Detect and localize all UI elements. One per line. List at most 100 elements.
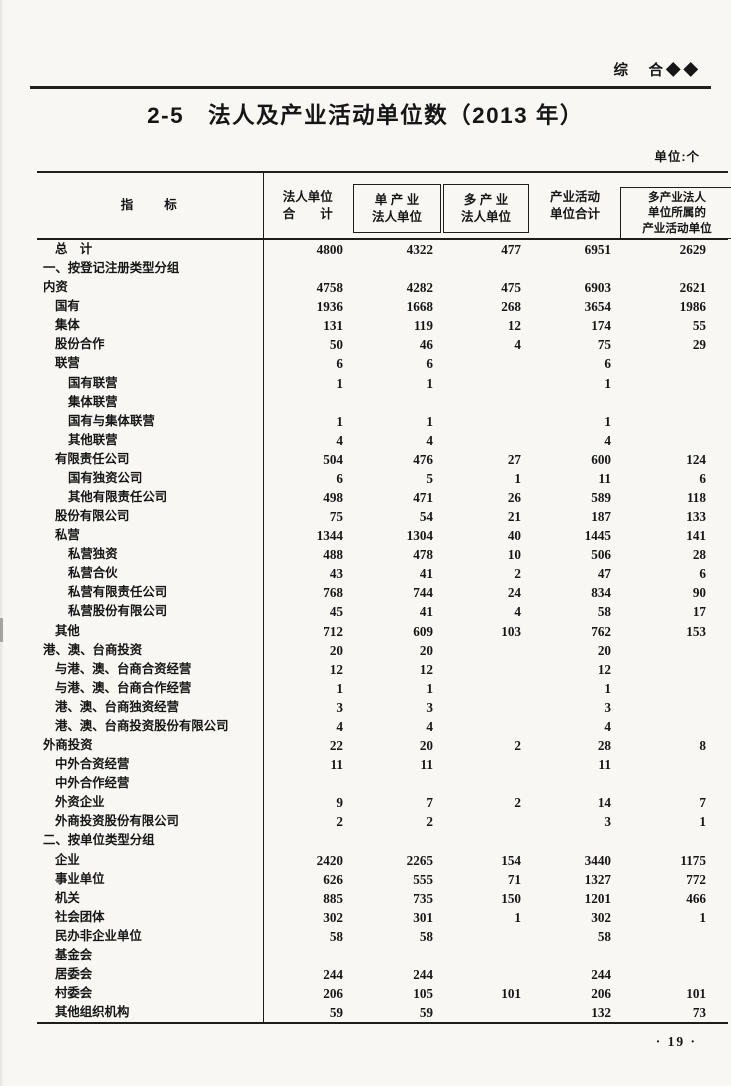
- cell-value: [442, 812, 530, 831]
- cell-value: 4: [426, 718, 433, 734]
- cell-value: [442, 393, 530, 412]
- cell-value: 40: [507, 528, 521, 544]
- table-row: 国有联营 1 1 1: [37, 373, 728, 393]
- cell-value: 885: [323, 890, 343, 906]
- cell-value: [442, 259, 530, 278]
- cell-value: 488: [323, 547, 343, 563]
- row-label: 国有联营: [37, 373, 264, 393]
- cell-value: 12: [419, 661, 433, 677]
- cell-value: 4282: [406, 280, 433, 296]
- cell-value: [442, 412, 530, 431]
- cell-value: 124: [686, 451, 706, 467]
- cell-value: 2: [514, 795, 521, 811]
- cell-value: 132: [530, 1003, 620, 1025]
- row-label: 其他组织机构: [37, 1003, 264, 1025]
- row-label: 民办非企业单位: [37, 926, 264, 946]
- cell-value: 475: [501, 280, 521, 296]
- row-label: 其他联营: [37, 430, 264, 450]
- row-label: 一、按登记注册类型分组: [37, 259, 264, 279]
- table-row: 其他组织机构 59 59 132 73: [37, 1003, 728, 1025]
- cell-value: 1: [426, 413, 433, 429]
- row-label: 中外合作经营: [37, 774, 264, 794]
- row-label: 事业单位: [37, 869, 264, 889]
- cell-value: [620, 354, 728, 373]
- cell-value: [620, 660, 728, 679]
- cell-value: 1304: [406, 528, 433, 544]
- row-label: 港、澳、台商独资经营: [37, 697, 264, 717]
- cell-value: 476: [413, 451, 433, 467]
- cell-value: 2: [336, 814, 343, 830]
- cell-value: 4: [604, 718, 611, 734]
- header-box: 多 产 业 法人单位: [443, 184, 529, 233]
- cell-value: [263, 831, 352, 850]
- cell-value: 244: [323, 966, 343, 982]
- cell-value: 174: [591, 318, 611, 334]
- table-row: 一、按登记注册类型分组: [37, 259, 728, 279]
- cell-value: 12: [507, 318, 521, 334]
- cell-value: 302: [323, 909, 343, 925]
- table-row: 港、澳、台商独资经营 3 3 3: [37, 697, 728, 717]
- row-label: 二、按单位类型分组: [37, 831, 264, 851]
- row-label: 私营: [37, 526, 264, 546]
- cell-value: 8: [699, 738, 706, 754]
- table-row: 外资企业 9 7 2 14 7: [37, 793, 728, 813]
- cell-value: 103: [501, 623, 521, 639]
- cell-value: [620, 831, 728, 850]
- cell-value: [442, 755, 530, 774]
- table-row: 其他 712 609 103 762 153: [37, 621, 728, 641]
- cell-value: 735: [413, 890, 433, 906]
- cell-value: 118: [686, 490, 706, 506]
- cell-value: [442, 698, 530, 717]
- header-rule: [30, 86, 711, 89]
- cell-value: 3440: [584, 852, 611, 868]
- cell-value: 600: [591, 451, 611, 467]
- cell-value: 4758: [316, 280, 343, 296]
- table-row: 内资 4758 4282 475 6903 2621: [37, 278, 728, 298]
- row-label: 与港、澳、台商合作经营: [37, 678, 264, 698]
- table-row: 其他联营 4 4 4: [37, 430, 728, 450]
- cell-value: 14: [597, 795, 611, 811]
- row-label: 国有: [37, 297, 264, 317]
- cell-value: [620, 412, 728, 431]
- cell-value: 4800: [316, 242, 343, 257]
- table-row: 其他有限责任公司 498 471 26 589 118: [37, 488, 728, 508]
- cell-value: 6: [336, 356, 343, 372]
- cell-value: 6: [699, 470, 706, 486]
- cell-value: 21: [507, 509, 521, 525]
- row-label: 基金会: [37, 945, 264, 965]
- cell-value: 2: [514, 738, 521, 754]
- cell-value: 744: [413, 585, 433, 601]
- cell-value: 7: [426, 795, 433, 811]
- cell-value: 3: [604, 699, 611, 715]
- row-label: 居委会: [37, 964, 264, 985]
- table-row: 私营独资 488 478 10 506 28: [37, 545, 728, 565]
- cell-value: 28: [597, 738, 611, 754]
- row-label: 其他: [37, 621, 264, 641]
- cell-value: 1: [336, 375, 343, 391]
- row-label: 企业: [37, 850, 264, 870]
- table-row: 与港、澳、台商合作经营 1 1 1: [37, 678, 728, 698]
- cell-value: 1327: [584, 871, 611, 887]
- row-label: 国有独资公司: [37, 468, 264, 489]
- row-label: 私营独资: [37, 545, 264, 565]
- cell-value: 20: [419, 642, 433, 658]
- cell-value: 6: [604, 356, 611, 372]
- cell-value: [352, 259, 442, 278]
- cell-value: 2: [514, 566, 521, 582]
- cell-value: [442, 431, 530, 450]
- cell-value: 27: [507, 451, 521, 467]
- cell-value: 119: [413, 318, 433, 334]
- cell-value: 24: [507, 585, 521, 601]
- cell-value: [530, 946, 620, 965]
- cell-value: 244: [591, 966, 611, 982]
- cell-value: 2: [426, 814, 433, 830]
- cell-value: 1986: [679, 299, 706, 315]
- table-row: 股份有限公司 75 54 21 187 133: [37, 507, 728, 527]
- cell-value: 762: [591, 623, 611, 639]
- cell-value: 20: [419, 738, 433, 754]
- header-legal-units-total: 法人单位 合 计: [263, 171, 352, 240]
- cell-value: 20: [329, 642, 343, 658]
- table-row: 国有 1936 1668 268 3654 1986: [37, 297, 728, 317]
- cell-value: 2265: [406, 852, 433, 868]
- table-row: 中外合资经营 11 11 11: [37, 755, 728, 775]
